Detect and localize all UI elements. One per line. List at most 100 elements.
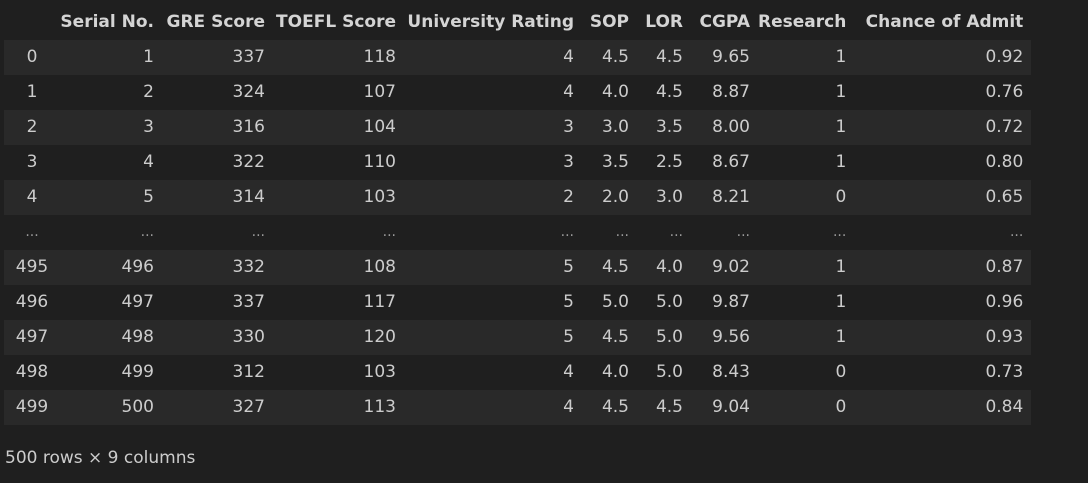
table-row: 4 5 314 103 2 2.0 3.0 8.21 0 0.65	[4, 180, 1032, 215]
column-header-sop: SOP	[582, 5, 637, 40]
table-row: 497 498 330 120 5 4.5 5.0 9.56 1 0.93	[4, 320, 1032, 355]
cell-university-rating: 5	[563, 327, 574, 347]
cell-sop: 3.0	[601, 117, 629, 137]
cell-toefl-score: 120	[363, 327, 396, 347]
row-index: 1	[26, 82, 38, 102]
cell-sop: 4.5	[601, 397, 629, 417]
row-index: 495	[15, 257, 49, 277]
cell-serial-no: 500	[121, 397, 154, 417]
column-header-gre-score: GRE Score	[162, 5, 273, 40]
cell-sop: 2.0	[601, 187, 629, 207]
cell-serial-no: 3	[143, 117, 154, 137]
cell-cgpa: 8.00	[712, 117, 750, 137]
cell-toefl-score: 118	[363, 47, 396, 67]
dataframe-output: Serial No. GRE Score TOEFL Score Univers…	[4, 5, 1032, 425]
cell-lor: 3.5	[655, 117, 683, 137]
cell-research: 0	[835, 187, 847, 207]
cell-university-rating: 4	[563, 47, 574, 67]
row-index: 0	[26, 47, 38, 67]
cell-chance-of-admit: ...	[1009, 224, 1024, 240]
cell-chance-of-admit: 0.76	[985, 82, 1024, 102]
dataframe-shape-label: 500 rows × 9 columns	[5, 448, 196, 468]
cell-research: 1	[835, 292, 847, 312]
cell-sop: ...	[615, 224, 629, 240]
cell-gre-score: 322	[232, 152, 265, 172]
cell-cgpa: ...	[736, 224, 750, 240]
cell-university-rating: 5	[563, 292, 574, 312]
cell-toefl-score: 107	[363, 82, 396, 102]
cell-lor: 5.0	[655, 327, 683, 347]
cell-sop: 4.5	[601, 327, 629, 347]
header-row: Serial No. GRE Score TOEFL Score Univers…	[4, 5, 1032, 40]
cell-serial-no: 5	[143, 187, 154, 207]
cell-chance-of-admit: 0.87	[985, 257, 1024, 277]
cell-chance-of-admit: 0.65	[985, 187, 1024, 207]
cell-cgpa: 9.56	[712, 327, 750, 347]
cell-university-rating: ...	[560, 224, 574, 240]
table-body: 0 1 337 118 4 4.5 4.5 9.65 1 0.92 1 2 324 107 4 4.0 4.5 8…	[4, 40, 1032, 425]
column-header-cgpa: CGPA	[691, 5, 758, 40]
row-index: 3	[26, 152, 38, 172]
cell-sop: 3.5	[601, 152, 629, 172]
column-header-toefl-score: TOEFL Score	[273, 5, 404, 40]
cell-cgpa: 9.04	[712, 397, 750, 417]
index-header	[4, 5, 60, 40]
cell-lor: 5.0	[655, 292, 683, 312]
cell-lor: 4.0	[655, 257, 683, 277]
column-header-serial-no: Serial No.	[60, 5, 162, 40]
cell-cgpa: 9.87	[712, 292, 750, 312]
cell-chance-of-admit: 0.73	[985, 362, 1024, 382]
cell-university-rating: 3	[563, 152, 574, 172]
table-row: 1 2 324 107 4 4.0 4.5 8.87 1 0.76	[4, 75, 1032, 110]
cell-university-rating: 4	[563, 82, 574, 102]
cell-toefl-score: 103	[363, 187, 396, 207]
cell-serial-no: 499	[121, 362, 154, 382]
cell-serial-no: 496	[121, 257, 154, 277]
cell-gre-score: ...	[251, 224, 265, 240]
cell-research: 0	[835, 362, 847, 382]
cell-university-rating: 4	[563, 397, 574, 417]
cell-chance-of-admit: 0.93	[985, 327, 1024, 347]
cell-chance-of-admit: 0.84	[985, 397, 1024, 417]
row-index: 499	[15, 397, 49, 417]
cell-sop: 4.5	[601, 47, 629, 67]
cell-research: 1	[835, 327, 847, 347]
cell-cgpa: 9.02	[712, 257, 750, 277]
cell-serial-no: 1	[143, 47, 154, 67]
cell-research: 1	[835, 82, 847, 102]
table-row: 495 496 332 108 5 4.5 4.0 9.02 1 0.87	[4, 250, 1032, 285]
cell-cgpa: 8.87	[712, 82, 750, 102]
cell-gre-score: 314	[232, 187, 265, 207]
cell-sop: 4.5	[601, 257, 629, 277]
table-row: ..............................	[4, 215, 1032, 250]
cell-sop: 5.0	[601, 292, 629, 312]
cell-toefl-score: 117	[363, 292, 396, 312]
cell-toefl-score: 113	[363, 397, 396, 417]
cell-serial-no: 497	[121, 292, 154, 312]
cell-toefl-score: 110	[363, 152, 396, 172]
cell-research: 1	[835, 117, 847, 137]
cell-gre-score: 330	[232, 327, 265, 347]
cell-chance-of-admit: 0.92	[985, 47, 1024, 67]
cell-chance-of-admit: 0.72	[985, 117, 1024, 137]
table-row: 2 3 316 104 3 3.0 3.5 8.00 1 0.72	[4, 110, 1032, 145]
cell-research: 0	[835, 397, 847, 417]
cell-serial-no: 4	[143, 152, 154, 172]
cell-toefl-score: ...	[382, 224, 396, 240]
cell-sop: 4.0	[601, 82, 629, 102]
row-index: 4	[26, 187, 38, 207]
cell-gre-score: 316	[232, 117, 265, 137]
column-header-chance-of-admit: Chance of Admit	[854, 5, 1032, 40]
cell-gre-score: 337	[232, 292, 265, 312]
cell-toefl-score: 108	[363, 257, 396, 277]
row-index: ...	[25, 224, 39, 240]
cell-research: 1	[835, 257, 847, 277]
cell-sop: 4.0	[601, 362, 629, 382]
cell-gre-score: 327	[232, 397, 265, 417]
cell-university-rating: 4	[563, 362, 574, 382]
table-row: 499 500 327 113 4 4.5 4.5 9.04 0 0.84	[4, 390, 1032, 425]
cell-chance-of-admit: 0.80	[985, 152, 1024, 172]
cell-gre-score: 312	[232, 362, 265, 382]
row-index: 2	[26, 117, 38, 137]
cell-toefl-score: 104	[363, 117, 396, 137]
